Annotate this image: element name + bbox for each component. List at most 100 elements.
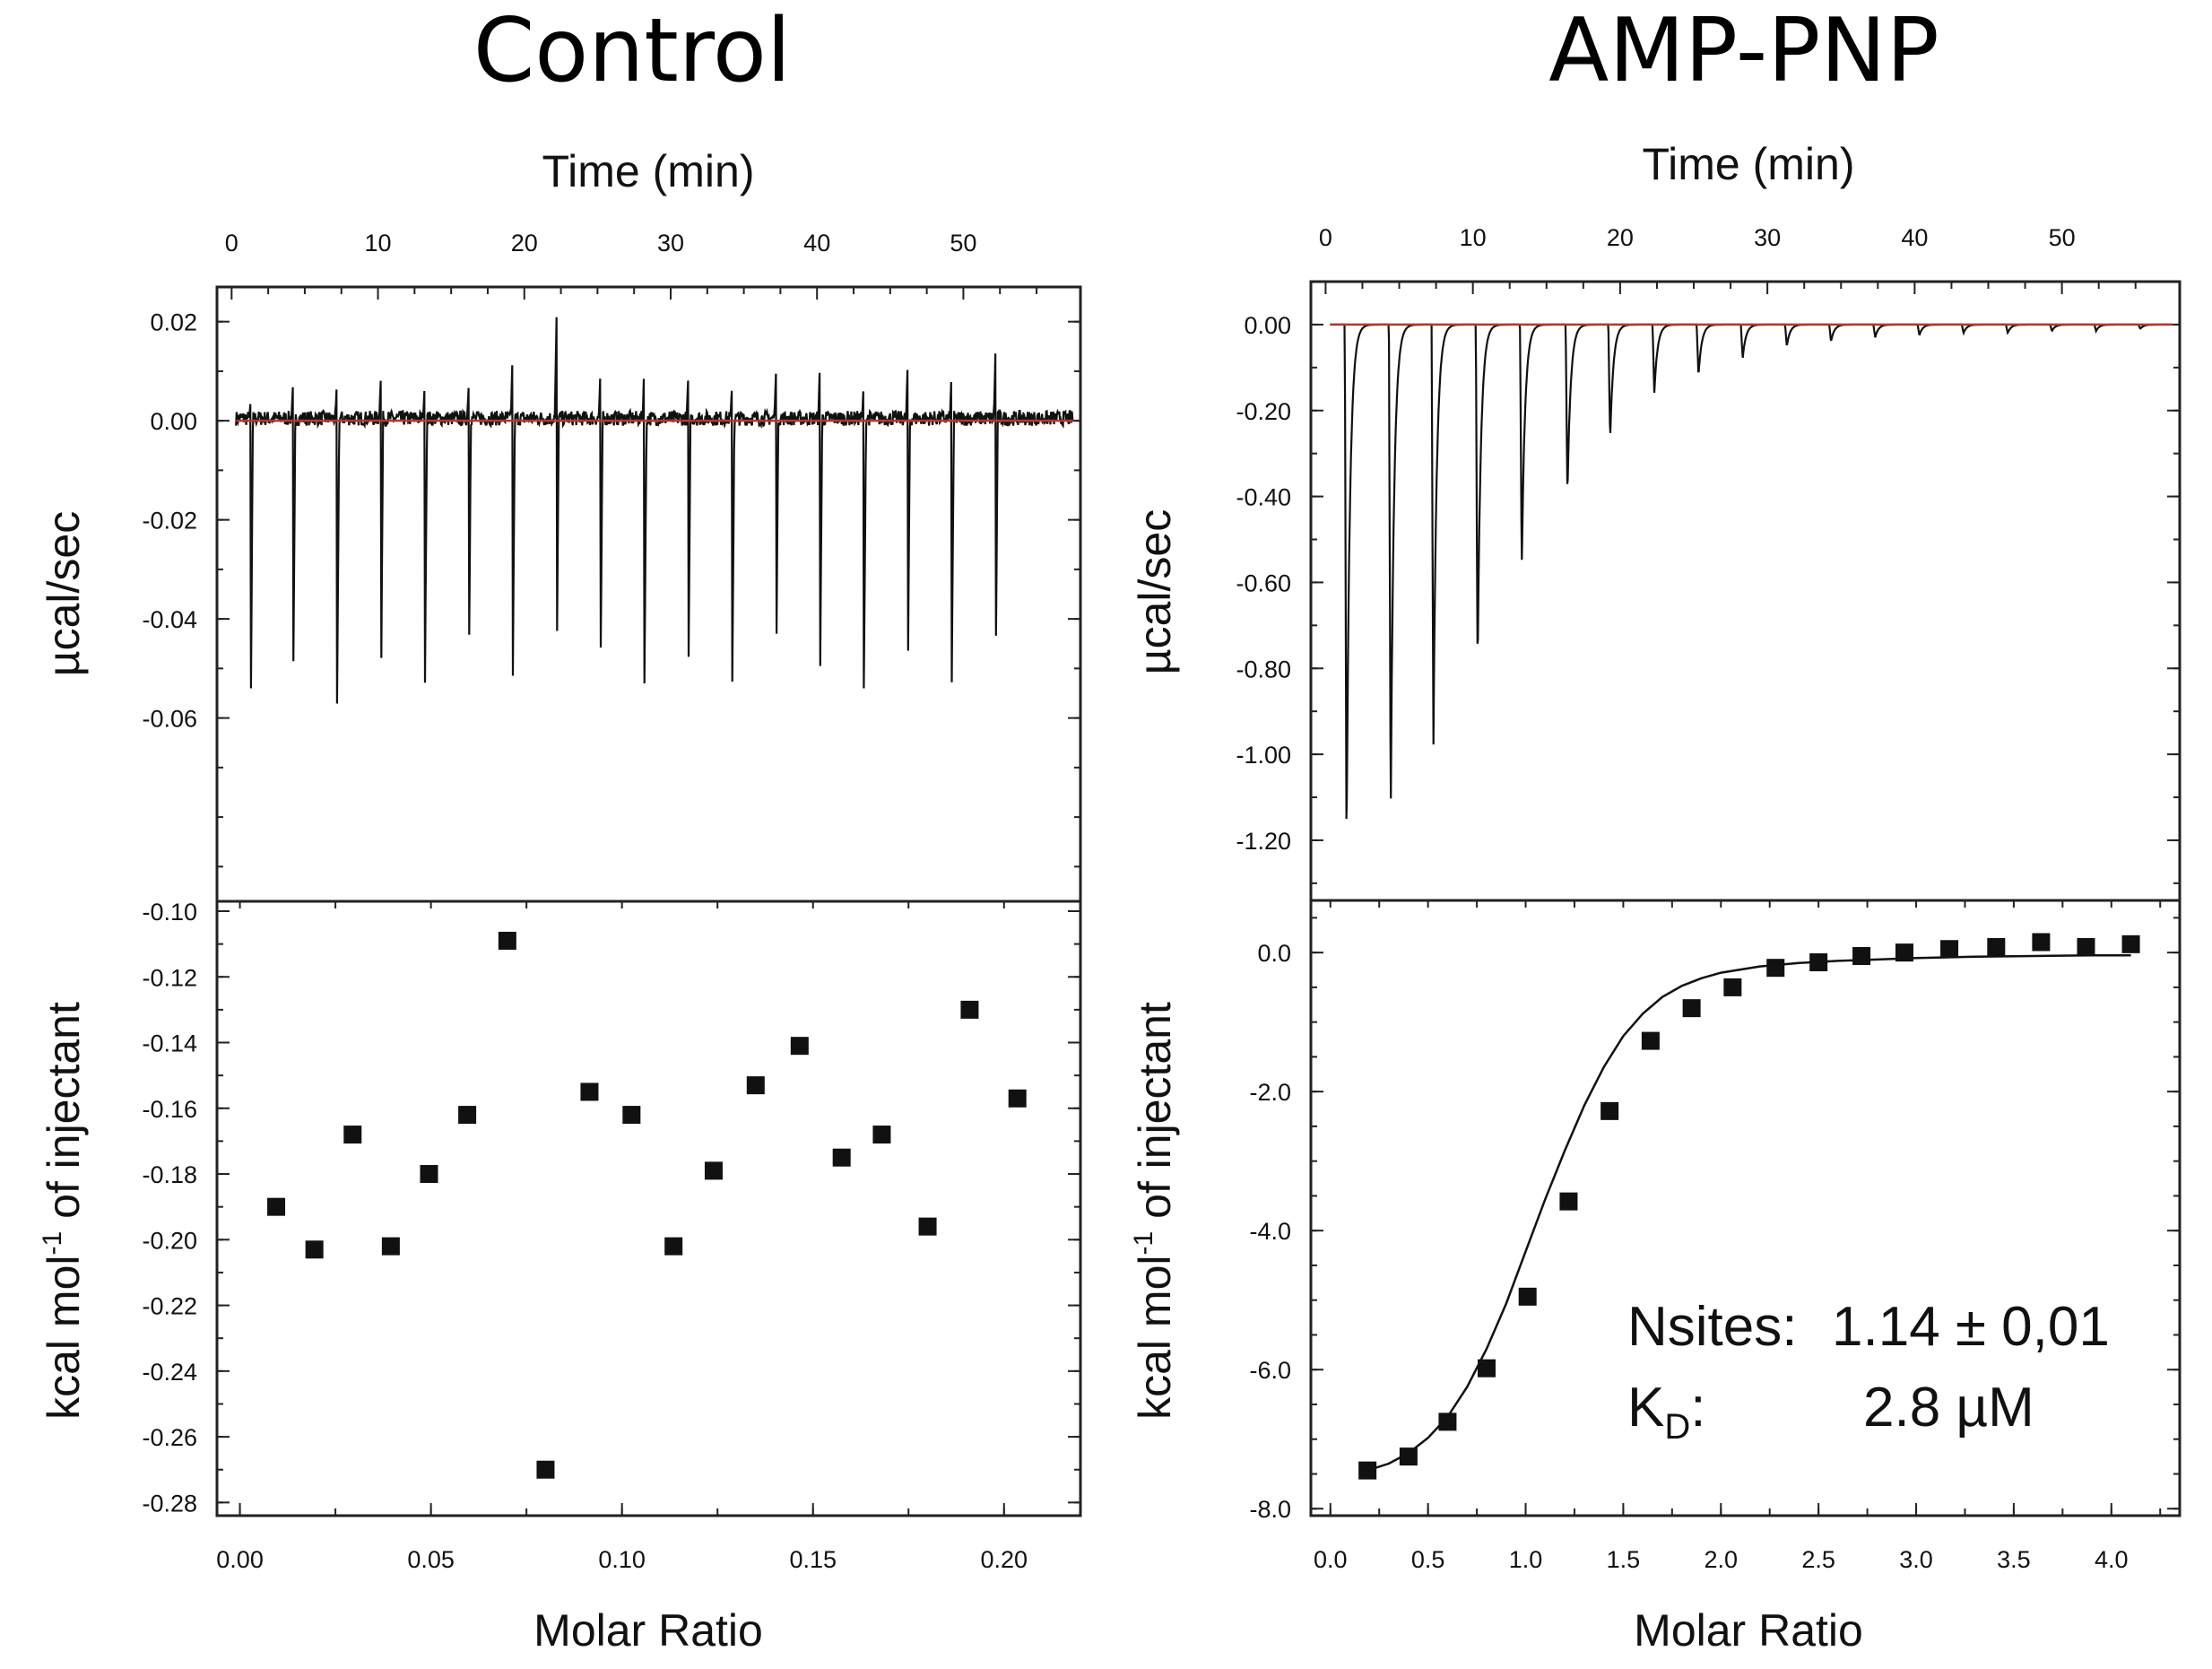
control-heats-axis-label-main: kcal mol bbox=[39, 1256, 89, 1420]
nsites-label: Nsites: bbox=[1627, 1296, 1797, 1358]
amppnp-heat-point bbox=[1438, 1413, 1457, 1431]
amppnp-heats-y-tick-label: -2.0 bbox=[1249, 1079, 1291, 1106]
amppnp-thermogram-y-tick-label: 0.00 bbox=[1244, 312, 1291, 339]
amppnp-thermogram-time-tick-label: 20 bbox=[1607, 224, 1634, 251]
control-ucal-axis-label: µcal/sec bbox=[39, 511, 89, 676]
amppnp-title: AMP-PNP bbox=[1548, 0, 1939, 102]
amppnp-heat-point bbox=[1809, 952, 1828, 971]
amppnp-thermogram-time-tick-label: 30 bbox=[1754, 224, 1781, 251]
control-heats-panel bbox=[215, 900, 1082, 1517]
control-thermogram-time-tick-label: 20 bbox=[511, 230, 538, 256]
control-thermogram-y-tick-label: -0.04 bbox=[142, 606, 197, 633]
amppnp-thermogram-time-tick-label: 50 bbox=[2049, 224, 2076, 251]
amppnp-heats-y-tick-label: -6.0 bbox=[1249, 1357, 1291, 1384]
amppnp-heat-point bbox=[1940, 940, 1959, 959]
control-heat-point bbox=[664, 1237, 683, 1256]
control-heat-point bbox=[622, 1106, 641, 1125]
control-heat-point bbox=[790, 1037, 809, 1056]
amppnp-heats-x-tick-label: 0.5 bbox=[1411, 1546, 1445, 1573]
control-thermogram-y-tick-label: 0.02 bbox=[150, 309, 197, 336]
control-heats-x-tick-label: 0.15 bbox=[789, 1546, 837, 1573]
control-thermogram-time-tick-label: 0 bbox=[225, 230, 239, 256]
amppnp-heats-axis-label-sup: -1 bbox=[1129, 1231, 1158, 1256]
amppnp-heats-x-tick-label: 2.0 bbox=[1705, 1546, 1739, 1573]
control-heat-point bbox=[458, 1106, 477, 1125]
amppnp-heat-point bbox=[1987, 937, 2006, 956]
control-molar-ratio-axis-label: Molar Ratio bbox=[533, 1605, 763, 1656]
control-heat-point bbox=[746, 1076, 765, 1095]
amppnp-heat-point bbox=[1641, 1031, 1660, 1050]
amppnp-heats-panel bbox=[1309, 899, 2182, 1517]
amppnp-heats-y-tick-label: 0.0 bbox=[1257, 940, 1291, 967]
kd-label: KD: bbox=[1627, 1377, 1705, 1447]
control-thermogram-time-ticks: 0 10 20 30 40 50 bbox=[225, 230, 1038, 300]
control-heats-x-tick-label: 0.20 bbox=[980, 1546, 1028, 1573]
amppnp-heats-x-tick-label: 1.5 bbox=[1607, 1546, 1641, 1573]
amppnp-heat-point bbox=[1358, 1461, 1377, 1480]
control-heat-point bbox=[305, 1240, 324, 1259]
control-heats-axis-label-tail: of injectant bbox=[39, 1002, 89, 1231]
amppnp-heat-point bbox=[2077, 937, 2095, 956]
fit-annotation: Nsites: 1.14 ± 0,01 KD: 2.8 µM bbox=[1627, 1296, 2110, 1447]
control-heats-y-tick-label: -0.10 bbox=[142, 899, 197, 926]
amppnp-heat-point bbox=[1399, 1447, 1418, 1466]
amppnp-heats-frame bbox=[1309, 899, 2182, 1517]
amppnp-heats-axis-label: kcal mol-1 of injectant bbox=[1129, 1002, 1180, 1420]
control-heats-y-tick-label: -0.24 bbox=[142, 1359, 197, 1386]
amppnp-heats-axis-label-tail: of injectant bbox=[1130, 1002, 1180, 1231]
amppnp-thermogram-trace bbox=[1330, 323, 2173, 820]
control-heat-point bbox=[343, 1126, 362, 1144]
amppnp-thermogram-y-tick-label: -0.60 bbox=[1236, 569, 1291, 596]
control-heats-axis-label-sup: -1 bbox=[38, 1231, 67, 1256]
amppnp-heats-y-ticks: 0.0 -2.0 -4.0 -6.0 -8.0 bbox=[1249, 917, 2180, 1523]
amppnp-ucal-axis-label: µcal/sec bbox=[1130, 509, 1180, 674]
amppnp-thermogram-y-tick-label: -0.40 bbox=[1236, 484, 1291, 511]
control-heats-frame bbox=[215, 900, 1082, 1517]
amppnp-thermogram-y-tick-label: -0.20 bbox=[1236, 398, 1291, 425]
control-time-axis-label: Time (min) bbox=[542, 146, 754, 196]
amppnp-heats-x-tick-label: 4.0 bbox=[2095, 1546, 2129, 1573]
control-heat-point bbox=[832, 1148, 851, 1167]
control-thermogram-time-tick-label: 50 bbox=[950, 230, 976, 256]
amppnp-heat-point bbox=[2121, 934, 2140, 953]
amppnp-thermogram-time-tick-label: 0 bbox=[1319, 224, 1332, 251]
amppnp-heat-point bbox=[2032, 933, 2051, 952]
amppnp-heats-y-tick-label: -4.0 bbox=[1249, 1218, 1291, 1245]
control-title: Control bbox=[473, 0, 792, 102]
control-thermogram-trace bbox=[235, 317, 1074, 704]
control-heat-point bbox=[1008, 1089, 1027, 1108]
control-thermogram-time-tick-label: 30 bbox=[657, 230, 684, 256]
amppnp-thermogram-time-tick-label: 10 bbox=[1460, 224, 1487, 251]
control-heats-x-ticks: 0.00 0.05 0.10 0.15 0.20 bbox=[216, 901, 1028, 1573]
amppnp-heat-point bbox=[1477, 1359, 1496, 1378]
control-heats-y-tick-label: -0.18 bbox=[142, 1161, 197, 1188]
amppnp-heat-point bbox=[1682, 999, 1701, 1018]
amppnp-thermogram-time-tick-label: 40 bbox=[1901, 224, 1928, 251]
control-heat-point bbox=[381, 1237, 400, 1256]
control-heats-y-tick-label: -0.16 bbox=[142, 1096, 197, 1123]
amppnp-heats-x-ticks: 0.0 0.5 1.0 1.5 2.0 2.5 3.0 3.5 4.0 bbox=[1314, 900, 2162, 1573]
amppnp-heat-point bbox=[1895, 943, 1913, 962]
control-heat-point bbox=[498, 931, 516, 950]
control-heats-y-tick-label: -0.22 bbox=[142, 1293, 197, 1320]
control-heats-y-tick-label: -0.12 bbox=[142, 964, 197, 991]
control-heat-point bbox=[918, 1217, 937, 1236]
control-thermogram-y-ticks: 0.02 0.00 -0.02 -0.04 -0.06 bbox=[142, 309, 1080, 868]
control-heat-point bbox=[420, 1165, 438, 1184]
amppnp-heats-points bbox=[1358, 933, 2140, 1480]
kd-label-main: K bbox=[1627, 1377, 1664, 1439]
control-thermogram-time-tick-label: 40 bbox=[803, 230, 830, 256]
control-heat-point bbox=[960, 1000, 979, 1019]
kd-label-sub: D bbox=[1664, 1407, 1690, 1447]
amppnp-thermogram-y-tick-label: -1.00 bbox=[1236, 742, 1291, 769]
control-heat-point bbox=[580, 1082, 599, 1101]
control-heats-y-tick-label: -0.20 bbox=[142, 1227, 197, 1254]
amppnp-heat-point bbox=[1766, 959, 1785, 978]
kd-label-tail: : bbox=[1690, 1377, 1705, 1439]
control-heats-y-tick-label: -0.28 bbox=[142, 1490, 197, 1517]
kd-value: 2.8 µM bbox=[1863, 1377, 2034, 1439]
control-thermogram-time-tick-label: 10 bbox=[365, 230, 392, 256]
amppnp-heat-point bbox=[1852, 947, 1871, 966]
control-heats-x-tick-label: 0.05 bbox=[407, 1546, 455, 1573]
